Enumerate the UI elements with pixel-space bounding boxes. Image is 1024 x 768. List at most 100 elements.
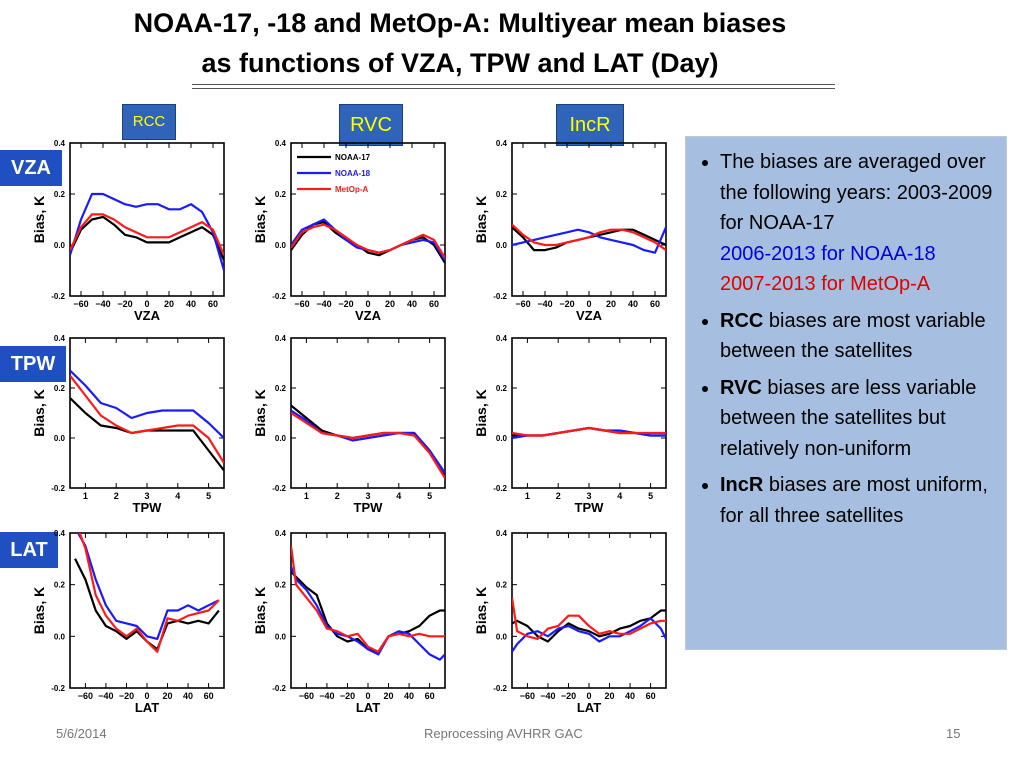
y-tick-label: 0.2 <box>275 190 287 199</box>
y-tick-label: 0.2 <box>54 190 66 199</box>
chart-incr-lat: -0.2 0.0 0.2 0.4 −60 −40 −20 0 20 40 60 LAT Bias, K <box>473 529 667 715</box>
legend-label: NOAA-17 <box>335 153 371 162</box>
x-tick-label: 1 <box>525 491 530 501</box>
x-tick-label: −60 <box>73 299 88 309</box>
x-tick-label: −60 <box>520 691 535 701</box>
x-tick-label: −20 <box>338 299 353 309</box>
y-axis-label: Bias, K <box>473 587 489 634</box>
plot-frame <box>290 532 446 689</box>
note-rvc: RVC biases are less variable between the… <box>720 373 996 465</box>
note-incr: IncR biases are most uniform, for all th… <box>720 470 996 531</box>
x-tick-label: 40 <box>407 299 417 309</box>
y-tick-label: 0.4 <box>496 334 508 343</box>
series-line-metop-a <box>512 597 666 641</box>
y-tick-label: 0.2 <box>496 581 508 590</box>
y-tick-label: -0.2 <box>51 292 65 301</box>
x-tick-label: −20 <box>117 299 132 309</box>
y-tick-label: 0.4 <box>54 334 66 343</box>
row-label-lat: LAT <box>0 532 58 568</box>
x-tick-label: 2 <box>114 491 119 501</box>
row-label-vza: VZA <box>0 150 62 186</box>
x-tick-label: 60 <box>208 299 218 309</box>
y-tick-label: 0.2 <box>496 190 508 199</box>
x-tick-label: −40 <box>540 691 555 701</box>
x-axis-label: VZA <box>576 308 603 323</box>
x-axis-label: LAT <box>356 700 380 715</box>
y-tick-label: 0.0 <box>496 632 508 641</box>
series-line-metop-a <box>78 533 220 653</box>
plot-frame <box>511 142 667 297</box>
series-line-noaa-18 <box>512 617 666 653</box>
x-tick-label: −20 <box>561 691 576 701</box>
y-tick-label: 0.4 <box>54 139 66 148</box>
x-tick-label: −60 <box>78 691 93 701</box>
x-tick-label: −40 <box>319 691 334 701</box>
x-tick-label: 4 <box>396 491 401 501</box>
y-tick-label: -0.2 <box>493 484 507 493</box>
x-tick-label: 20 <box>384 691 394 701</box>
x-axis-label: TPW <box>575 500 605 515</box>
notes-panel: The biases are averaged over the followi… <box>685 136 1007 650</box>
legend-label: MetOp-A <box>335 185 369 194</box>
slide-title-line2: as functions of VZA, TPW and LAT (Day) <box>201 48 719 78</box>
x-tick-label: 0 <box>586 299 591 309</box>
series-line-metop-a <box>512 223 666 252</box>
x-tick-label: 3 <box>586 491 591 501</box>
x-axis-label: TPW <box>354 500 384 515</box>
y-axis-label: Bias, K <box>31 587 47 634</box>
y-tick-label: -0.2 <box>51 684 65 693</box>
y-tick-label: 0.4 <box>496 139 508 148</box>
x-tick-label: 0 <box>144 691 149 701</box>
x-tick-label: 2 <box>556 491 561 501</box>
x-tick-label: 3 <box>365 491 370 501</box>
x-tick-label: 40 <box>404 691 414 701</box>
y-tick-label: 0.0 <box>275 241 287 250</box>
series-line-noaa-17 <box>291 571 445 653</box>
y-tick-label: -0.2 <box>272 684 286 693</box>
y-tick-label: 0.0 <box>275 632 287 641</box>
series-line-noaa-18 <box>70 369 224 439</box>
x-tick-label: 1 <box>304 491 309 501</box>
x-tick-label: 20 <box>606 299 616 309</box>
x-axis-label: LAT <box>135 700 159 715</box>
x-tick-label: 20 <box>163 691 173 701</box>
y-axis-label: Bias, K <box>473 389 489 436</box>
x-tick-label: 60 <box>646 691 656 701</box>
y-tick-label: -0.2 <box>493 684 507 693</box>
x-tick-label: 40 <box>628 299 638 309</box>
y-tick-label: 0.0 <box>496 434 508 443</box>
y-tick-label: 0.2 <box>275 384 287 393</box>
note-years-noaa17: 2003-2009 for NOAA-17 <box>720 181 993 235</box>
y-tick-label: 0.0 <box>54 241 66 250</box>
y-axis-label: Bias, K <box>252 389 268 436</box>
x-tick-label: −60 <box>294 299 309 309</box>
x-tick-label: 5 <box>427 491 432 501</box>
chart-incr-vza: -0.2 0.0 0.2 0.4 −60 −40 −20 0 20 40 60 VZA Bias, K <box>473 139 667 323</box>
note-rvc-bold: RVC <box>720 376 762 399</box>
y-tick-label: 0.4 <box>275 334 287 343</box>
series-line-metop-a <box>291 545 445 653</box>
note-incr-text: biases are most uniform, for all three s… <box>720 474 988 527</box>
y-axis-label: Bias, K <box>31 389 47 436</box>
chart-rcc-lat: -0.2 0.0 0.2 0.4 −60 −40 −20 0 20 40 60 LAT Bias, K <box>31 529 225 715</box>
x-tick-label: −40 <box>95 299 110 309</box>
series-line-metop-a <box>291 412 445 479</box>
x-tick-label: 0 <box>365 691 370 701</box>
x-tick-label: 60 <box>429 299 439 309</box>
series-line-noaa-17 <box>70 397 224 472</box>
chart-incr-tpw: -0.2 0.0 0.2 0.4 1 2 3 4 5 TPW Bias, K <box>473 334 667 515</box>
series-line-metop-a <box>70 213 224 256</box>
x-tick-label: −40 <box>316 299 331 309</box>
note-rvc-text: biases are less variable between the sat… <box>720 376 977 460</box>
title-rule-top <box>192 84 835 85</box>
x-tick-label: −40 <box>537 299 552 309</box>
series-line-noaa-18 <box>76 533 220 641</box>
y-axis-label: Bias, K <box>31 196 47 243</box>
y-axis-label: Bias, K <box>252 587 268 634</box>
series-line-noaa-18 <box>291 566 445 661</box>
note-rcc-bold: RCC <box>720 309 764 332</box>
x-tick-label: 60 <box>425 691 435 701</box>
x-tick-label: 3 <box>144 491 149 501</box>
y-tick-label: 0.2 <box>275 581 287 590</box>
y-tick-label: 0.0 <box>54 632 66 641</box>
